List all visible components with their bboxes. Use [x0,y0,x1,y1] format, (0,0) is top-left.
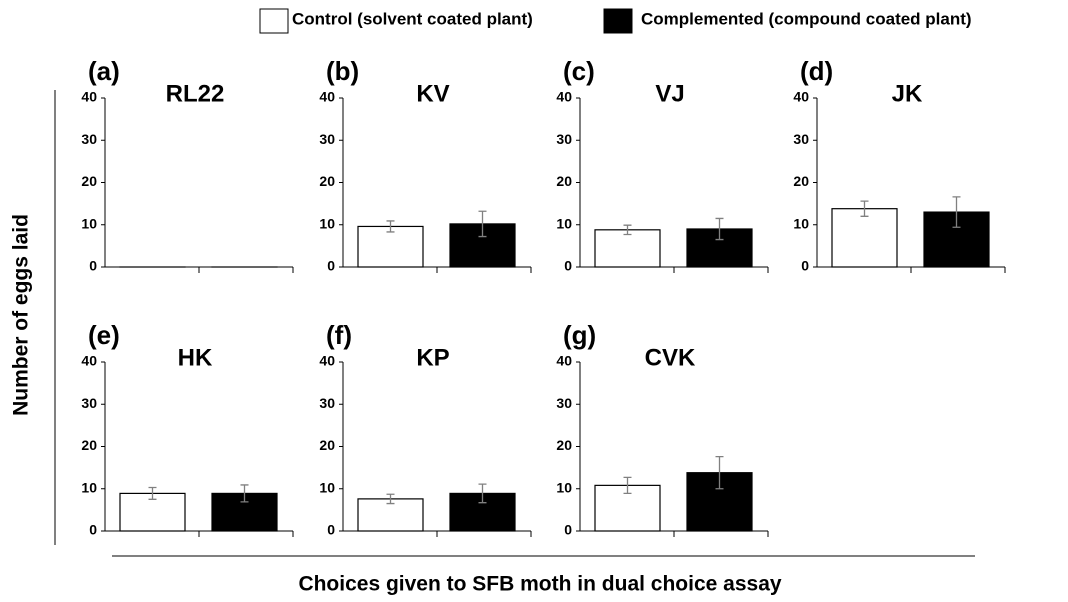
bar [594,229,661,268]
y-tick-label: 0 [327,522,335,538]
y-tick-label: 10 [81,479,97,495]
y-tick-label: 10 [81,215,97,231]
y-tick-label: 0 [801,258,809,274]
y-tick-label: 40 [319,353,335,369]
panel-title: KV [416,80,449,107]
bar [357,498,424,532]
bar [831,208,898,268]
panel-title: RL22 [166,80,225,107]
panel-title: JK [892,80,923,107]
panel-label: (b) [326,56,359,86]
y-tick-label: 30 [319,131,335,147]
error-bar [386,220,395,233]
y-tick-label: 30 [81,131,97,147]
y-tick-label: 20 [319,173,335,189]
y-tick-label: 0 [89,522,97,538]
y-tick-label: 30 [556,395,572,411]
y-tick-label: 40 [319,89,335,105]
y-tick-label: 30 [319,395,335,411]
panel-title: VJ [655,80,684,107]
error-bar [386,493,395,505]
panel-label: (g) [563,320,596,350]
y-tick-label: 30 [81,395,97,411]
error-bar [860,200,869,217]
y-tick-label: 10 [319,479,335,495]
y-tick-label: 20 [81,437,97,453]
error-bar [952,196,961,228]
panel-title: CVK [645,344,696,371]
y-tick-label: 20 [81,173,97,189]
bar [357,225,424,268]
y-tick-label: 0 [564,258,572,274]
y-tick-label: 40 [81,353,97,369]
y-tick-label: 20 [556,437,572,453]
y-tick-label: 0 [564,522,572,538]
y-tick-label: 0 [327,258,335,274]
error-bar [478,483,487,504]
y-tick-label: 40 [556,353,572,369]
panel-label: (f) [326,320,352,350]
y-tick-label: 20 [793,173,809,189]
y-tick-label: 10 [793,215,809,231]
y-tick-label: 10 [556,479,572,495]
x-axis-label: Choices given to SFB moth in dual choice… [298,573,781,596]
y-tick-label: 20 [556,173,572,189]
error-bar [148,486,157,500]
y-tick-label: 20 [319,437,335,453]
legend-label: Control (solvent coated plant) [292,9,533,28]
legend-label: Complemented (compound coated plant) [641,9,972,28]
y-axis-label: Number of eggs laid [10,214,33,416]
y-tick-label: 0 [89,258,97,274]
y-tick-label: 10 [556,215,572,231]
error-bar [240,484,249,503]
legend-swatch [259,8,289,34]
panel-label: (a) [88,56,120,86]
panel-title: KP [416,344,449,371]
y-tick-label: 30 [556,131,572,147]
error-bar [715,455,724,490]
error-bar [623,224,632,236]
y-tick-label: 40 [556,89,572,105]
y-tick-label: 40 [81,89,97,105]
error-bar [715,217,724,241]
panel-label: (e) [88,320,120,350]
error-bar [623,476,632,495]
y-tick-label: 40 [793,89,809,105]
panel-title: HK [178,344,213,371]
error-bar [478,210,487,238]
legend-swatch [603,8,633,34]
panel-label: (d) [800,56,833,86]
y-tick-label: 30 [793,131,809,147]
panel-label: (c) [563,56,595,86]
y-tick-label: 10 [319,215,335,231]
